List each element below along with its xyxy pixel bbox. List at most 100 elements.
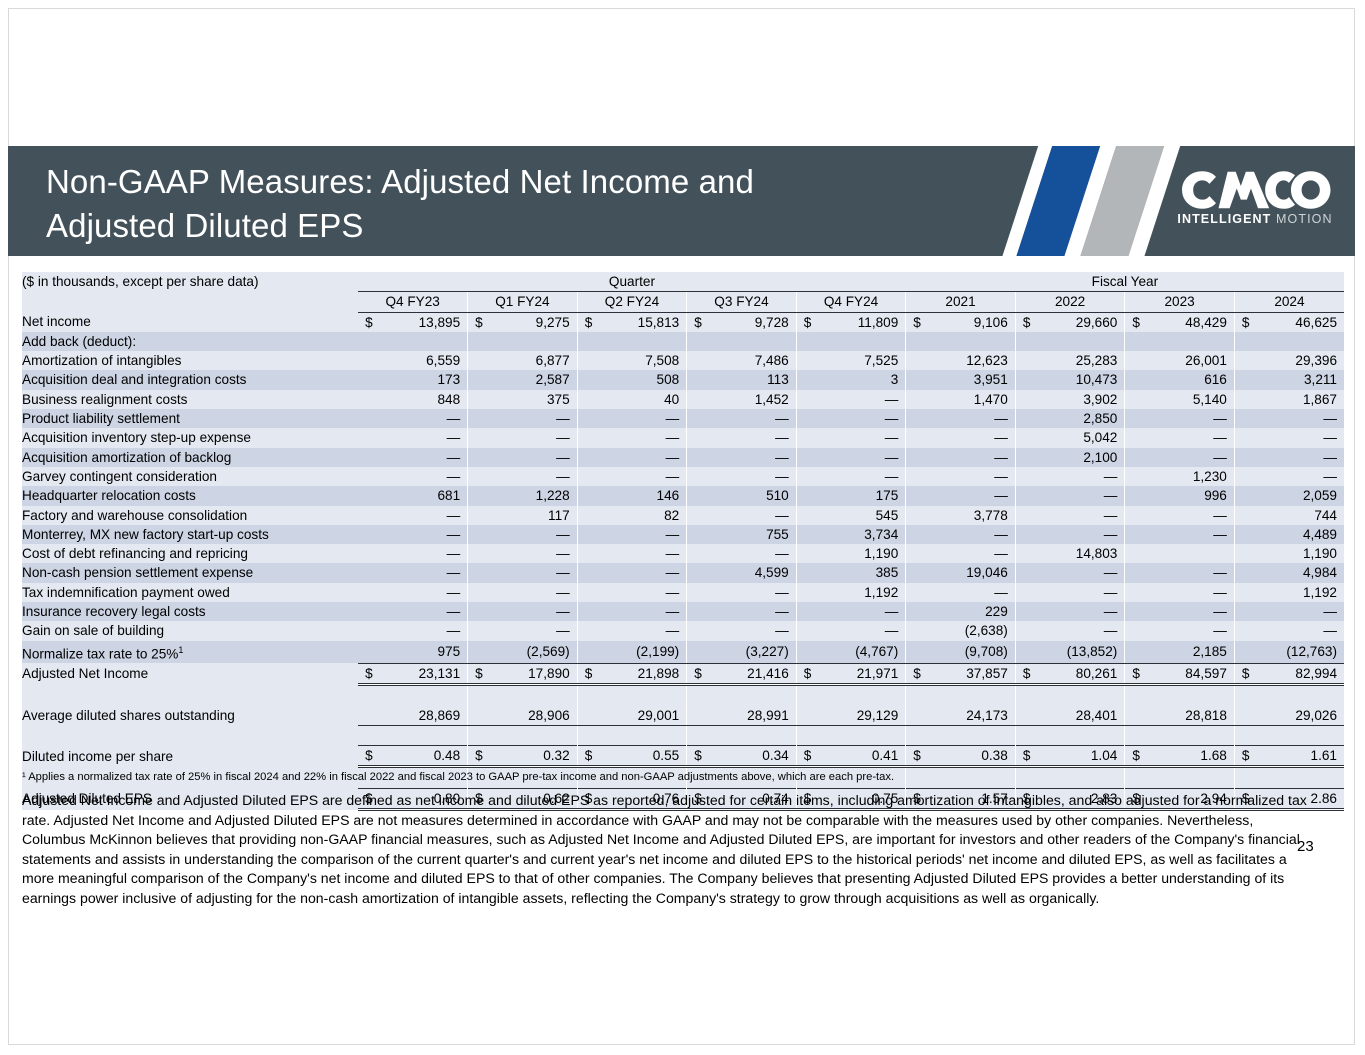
table-cell: 755 [686, 524, 797, 545]
table-cell: — [467, 466, 578, 487]
table-cell: — [905, 524, 1016, 545]
table-cell: — [1014, 486, 1125, 506]
cell-value: 385 [875, 565, 899, 581]
table-row: Amortization of intangibles 6,559 6,877 7,5… [22, 351, 1344, 371]
cell-value: 7,508 [645, 353, 680, 369]
table-cell: 545 [795, 505, 906, 525]
table-cell: — [1124, 582, 1235, 603]
row-label: Monterrey, MX new factory start-up costs [22, 524, 359, 545]
group-header-fiscal-year: Fiscal Year [905, 272, 1344, 293]
cell-value: — [1103, 623, 1118, 639]
table-row: Garvey contingent consideration — — — — — — — 1,… [22, 466, 1344, 487]
table-cell: 5,042 [1014, 428, 1125, 448]
table-cell: 4,599 [686, 563, 797, 583]
table-cell: 1,230 [1124, 466, 1235, 487]
cell-value: 29,026 [1295, 707, 1337, 723]
row-label: Headquarter relocation costs [22, 486, 359, 506]
table-cell: (2,569) [467, 640, 578, 664]
cell-value: — [1213, 565, 1227, 581]
cell-value: — [1213, 604, 1227, 620]
currency-symbol: $ [913, 665, 921, 681]
table-cell: 28,869 [358, 705, 468, 726]
cell-value: — [994, 411, 1008, 427]
cell-value: 1,190 [1302, 546, 1337, 562]
cell-value: 82 [664, 507, 680, 523]
table-cell: 848 [358, 389, 468, 410]
cell-value: — [556, 546, 570, 562]
column-header-spacer [22, 291, 359, 313]
cell-value: — [446, 449, 461, 465]
table-cell [1124, 766, 1235, 789]
table-cell [795, 684, 906, 706]
table-cell: 2,059 [1233, 486, 1344, 506]
table-cell: $2.94 [1124, 787, 1235, 812]
table-cell: 229 [905, 602, 1016, 622]
cell-value: 28,869 [418, 707, 461, 723]
table-cell: — [1124, 428, 1235, 448]
table-cell: — [576, 582, 687, 603]
row-label: Amortization of intangibles [22, 351, 359, 371]
cell-value: 0.62 [543, 790, 570, 806]
table-spacer-row [22, 725, 1344, 746]
cell-value: — [665, 411, 680, 427]
cell-value: 1,867 [1302, 391, 1337, 407]
currency-symbol: $ [803, 748, 812, 764]
table-cell: — [1233, 409, 1344, 429]
currency-symbol: $ [365, 790, 373, 806]
table-cell: — [467, 621, 578, 641]
cell-value: — [446, 623, 461, 639]
cell-value: (13,852) [1066, 644, 1118, 660]
cell-value: — [665, 449, 680, 465]
row-label: Business realignment costs [22, 389, 359, 410]
logo-tagline-light: MOTION [1276, 212, 1333, 226]
table-row: Factory and warehouse consolidation — 117 8… [22, 505, 1344, 525]
cell-value: — [1213, 526, 1227, 542]
table-cell: 117 [467, 505, 578, 525]
cell-value: — [446, 546, 461, 562]
table-cell: — [576, 602, 687, 622]
currency-symbol: $ [913, 790, 921, 806]
table-cell: — [358, 582, 468, 603]
cell-value: 117 [548, 507, 570, 523]
currency-symbol: $ [694, 748, 702, 764]
table-cell [1233, 684, 1344, 706]
cell-value: 1.57 [981, 790, 1008, 806]
table-cell: (13,852) [1014, 640, 1125, 664]
table-cell: — [1014, 602, 1125, 622]
cell-value: 1,192 [864, 584, 899, 600]
cell-value: 9,275 [535, 314, 570, 330]
cell-value: 12,623 [966, 353, 1008, 369]
cell-value: 996 [1204, 488, 1227, 504]
cell-value: — [556, 430, 570, 446]
table-cell: 6,877 [467, 351, 578, 371]
cell-value: 37,857 [966, 665, 1008, 681]
table-cell: — [358, 447, 468, 467]
table-cell: $0.80 [358, 787, 468, 812]
cell-value: (4,767) [855, 644, 899, 660]
table-cell: — [795, 409, 906, 429]
cell-value: — [994, 526, 1008, 542]
table-cell [1124, 684, 1235, 706]
table-row: Acquisition amortization of backlog — — — — —… [22, 447, 1344, 467]
table-cell [905, 766, 1016, 789]
cell-value: 28,906 [528, 707, 570, 723]
column-header-2021: 2021 [905, 291, 1016, 313]
cell-value: — [1323, 411, 1337, 427]
table-cell: $0.55 [576, 745, 687, 769]
currency-symbol: $ [803, 790, 812, 806]
cell-value: — [884, 411, 899, 427]
table-cell: 28,991 [686, 705, 797, 726]
table-cell [905, 725, 1016, 746]
cell-value: 3,902 [1083, 391, 1118, 407]
table-cell: (2,199) [576, 640, 687, 664]
cell-value: 7,486 [754, 353, 789, 369]
table-cell: — [1014, 466, 1125, 487]
table-cell: 1,452 [686, 389, 797, 410]
table-cell: — [1124, 602, 1235, 622]
cell-value: 2,850 [1083, 411, 1118, 427]
cell-value: 4,599 [754, 565, 789, 581]
table-cell [1014, 331, 1125, 352]
table-cell: 375 [467, 389, 578, 410]
table-cell: 385 [795, 563, 906, 583]
cell-value: — [1213, 584, 1227, 600]
